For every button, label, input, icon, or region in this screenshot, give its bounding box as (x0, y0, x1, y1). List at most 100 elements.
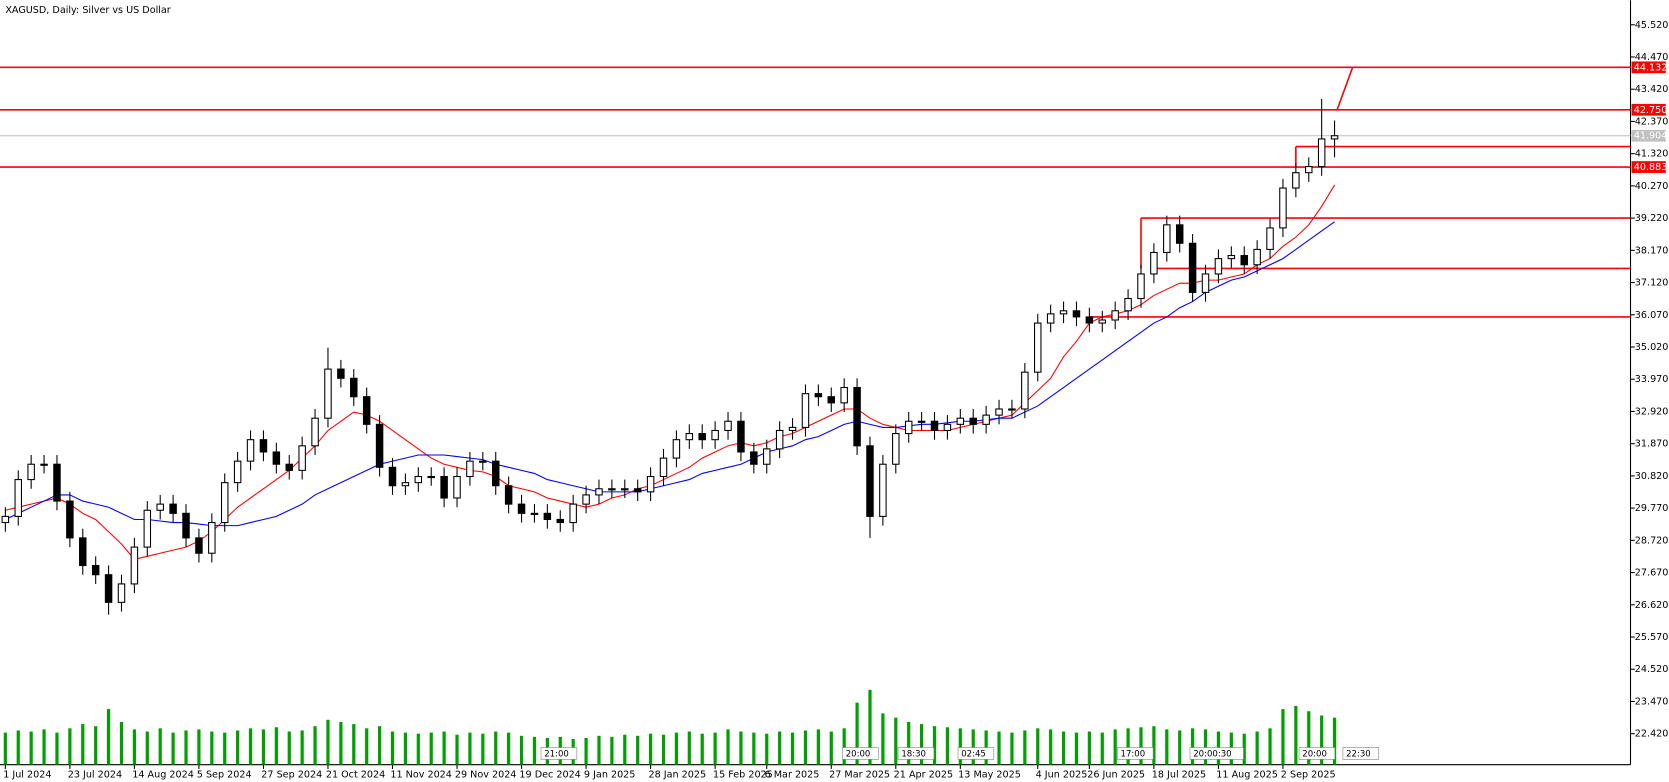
chart-title: XAGUSD, Daily: Silver vs US Dollar (5, 5, 170, 16)
ma-line (5, 221, 1335, 527)
volume-bar (442, 731, 446, 765)
volume-bar (158, 728, 162, 765)
volume-bar (494, 731, 498, 765)
level-label: 41.904 (1634, 131, 1668, 142)
volume-bar (1255, 731, 1259, 765)
candle-body (917, 420, 926, 423)
volume-bar (300, 730, 304, 765)
candle-body (1214, 258, 1223, 275)
candle-body (1292, 172, 1300, 189)
x-tick-label: 23 Jul 2024 (68, 769, 122, 780)
volume-bar (726, 729, 730, 765)
candle-body (311, 417, 319, 447)
y-tick-label: 31.870 (1635, 439, 1669, 450)
session-label: 20:00 (1302, 749, 1327, 759)
candle-body (633, 488, 642, 493)
x-tick-label: 18 Jul 2025 (1152, 769, 1206, 780)
y-tick-label: 30.820 (1635, 471, 1669, 482)
volume-bar (855, 702, 859, 765)
candle-body (685, 433, 694, 441)
volume-bar (907, 721, 911, 765)
volume-bar (1152, 726, 1156, 765)
volume-bar (171, 732, 175, 765)
candle-body (1059, 310, 1068, 315)
candle-body (375, 423, 384, 468)
candle-body (156, 503, 164, 511)
candle-body (1008, 408, 1016, 411)
level-label-box (1631, 129, 1666, 142)
x-tick-label: 13 May 2025 (958, 769, 1021, 780)
y-tick-label: 32.920 (1635, 406, 1669, 417)
volume-bar (519, 735, 524, 765)
candle-body (969, 417, 977, 425)
volume-bar (352, 724, 356, 765)
candle-body (698, 433, 706, 441)
volume-bar (468, 732, 472, 765)
y-tick-label: 22.420 (1635, 729, 1669, 740)
candle-body (879, 463, 887, 517)
volume-bar (1139, 727, 1143, 765)
volume-bar (1242, 733, 1246, 765)
candle-body (646, 475, 655, 493)
candle-body (737, 420, 745, 453)
session-label-box (1298, 747, 1336, 760)
candle-body (956, 417, 965, 425)
session-label: 20:00 (846, 749, 871, 759)
volume-bar (1113, 729, 1117, 765)
volume-bar (971, 729, 975, 765)
volume-bar (236, 730, 240, 765)
candle-body (982, 414, 990, 425)
y-tick-label: 45.520 (1635, 20, 1669, 31)
candle-body (995, 408, 1003, 416)
volume-bar (261, 729, 266, 765)
candle-body (621, 488, 629, 491)
candle-body (504, 485, 513, 505)
candle-body (285, 463, 293, 471)
candle-body (1046, 313, 1055, 324)
volume-bar (507, 732, 511, 765)
candle-body (53, 463, 61, 502)
candle-body (724, 420, 732, 432)
volume-bar (1294, 705, 1298, 765)
session-label: 02:45 (961, 749, 986, 759)
volume-bar (132, 729, 137, 765)
candle-body (337, 368, 345, 379)
session-label: 20:00:30 (1193, 749, 1231, 759)
volume-bar (1191, 728, 1195, 765)
candle-body (1201, 273, 1210, 293)
y-tick-label: 29.770 (1635, 503, 1669, 514)
volume-bar (997, 731, 1001, 765)
candle-body (208, 522, 216, 554)
candle-body (1266, 227, 1274, 250)
candle-body (1098, 319, 1107, 324)
volume-bar (1281, 709, 1285, 765)
candle-body (1021, 371, 1029, 410)
candle-body (40, 463, 48, 466)
level-label-box (1631, 61, 1666, 74)
y-tick-label: 41.320 (1635, 149, 1669, 160)
candle-body (130, 546, 139, 585)
volume-bar (1061, 731, 1066, 765)
volume-bar (429, 732, 433, 765)
y-tick-label: 33.970 (1635, 374, 1669, 385)
candle-body (1, 515, 10, 524)
candle-body (220, 482, 229, 524)
volume-bar (377, 726, 382, 765)
candle-body (169, 503, 177, 514)
volume-bar (16, 730, 20, 765)
level-label: 40.883 (1634, 162, 1668, 173)
volume-bar (610, 736, 614, 765)
x-tick-label: 6 Mar 2025 (765, 769, 820, 780)
volume-bar (3, 732, 7, 765)
volume-bar (403, 732, 408, 765)
volume-bar (287, 731, 291, 765)
volume-bar (313, 726, 317, 765)
candle-body (324, 368, 332, 419)
volume-bar (713, 732, 717, 765)
session-label: 18:30 (901, 749, 926, 759)
candle-body (1305, 166, 1313, 174)
candle-body (1188, 242, 1197, 293)
volume-bar (597, 735, 601, 765)
candle-body (1124, 297, 1132, 312)
volume-bar (145, 731, 149, 765)
